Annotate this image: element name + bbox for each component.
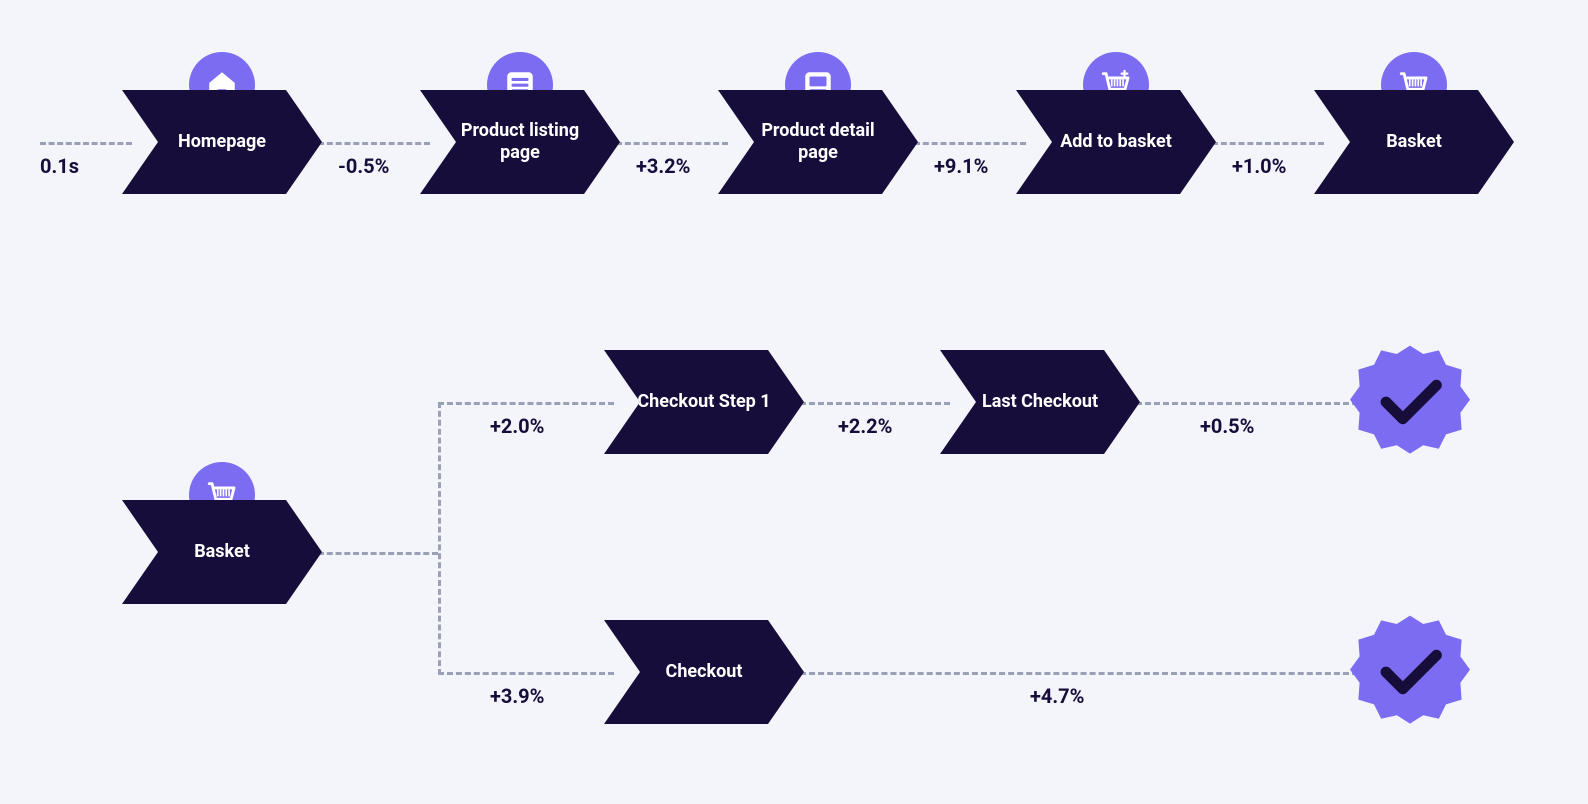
metric-cs1-last: +2.2% [838, 414, 892, 438]
success-seal-top [1350, 342, 1470, 462]
metric-plp-pdp: +3.2% [636, 154, 690, 178]
metric-lead: 0.1s [40, 154, 79, 178]
dash-top-branch-1 [438, 402, 614, 405]
dash-lead-0 [40, 142, 132, 145]
metric-atb-bkt: +1.0% [1232, 154, 1286, 178]
node-label: Checkout [666, 661, 743, 684]
dash-branch-vert [438, 402, 441, 675]
dash-r1-2 [616, 142, 728, 145]
node-homepage: Homepage [122, 90, 322, 194]
node-basket-side: Basket [122, 500, 322, 604]
dash-basket-out [318, 552, 438, 555]
node-label: Homepage [178, 131, 266, 154]
node-label: Basket [194, 541, 250, 564]
dash-bot-branch-1 [438, 672, 614, 675]
metric-checkout-seal: +4.7% [1030, 684, 1084, 708]
node-add-to-basket: Add to basket [1016, 90, 1216, 194]
node-basket-top: Basket [1314, 90, 1514, 194]
dash-r1-3 [914, 142, 1026, 145]
metric-branch-bot-lead: +3.9% [490, 684, 544, 708]
node-last-checkout: Last Checkout [940, 350, 1140, 454]
dash-r1-4 [1212, 142, 1324, 145]
node-pdp: Product detail page [718, 90, 918, 194]
metric-branch-top-lead: +2.0% [490, 414, 544, 438]
metric-pdp-atb: +9.1% [934, 154, 988, 178]
node-label: Product detail page [748, 120, 888, 165]
node-label: Product listing page [450, 120, 590, 165]
metric-hp-plp: -0.5% [338, 154, 389, 178]
dash-bot-branch-2 [800, 672, 1358, 675]
funnel-diagram: 0.1s -0.5% +3.2% +9.1% +1.0% +2.0% +2.2%… [0, 0, 1588, 804]
dash-top-branch-2 [800, 402, 950, 405]
dash-top-branch-3 [1136, 402, 1358, 405]
dash-r1-1 [318, 142, 430, 145]
node-label: Basket [1386, 131, 1442, 154]
node-label: Checkout Step 1 [637, 391, 770, 414]
node-plp: Product listing page [420, 90, 620, 194]
node-checkout-step1: Checkout Step 1 [604, 350, 804, 454]
metric-last-seal: +0.5% [1200, 414, 1254, 438]
node-label: Last Checkout [982, 391, 1098, 414]
node-label: Add to basket [1060, 131, 1172, 154]
success-seal-bottom [1350, 612, 1470, 732]
node-checkout-single: Checkout [604, 620, 804, 724]
